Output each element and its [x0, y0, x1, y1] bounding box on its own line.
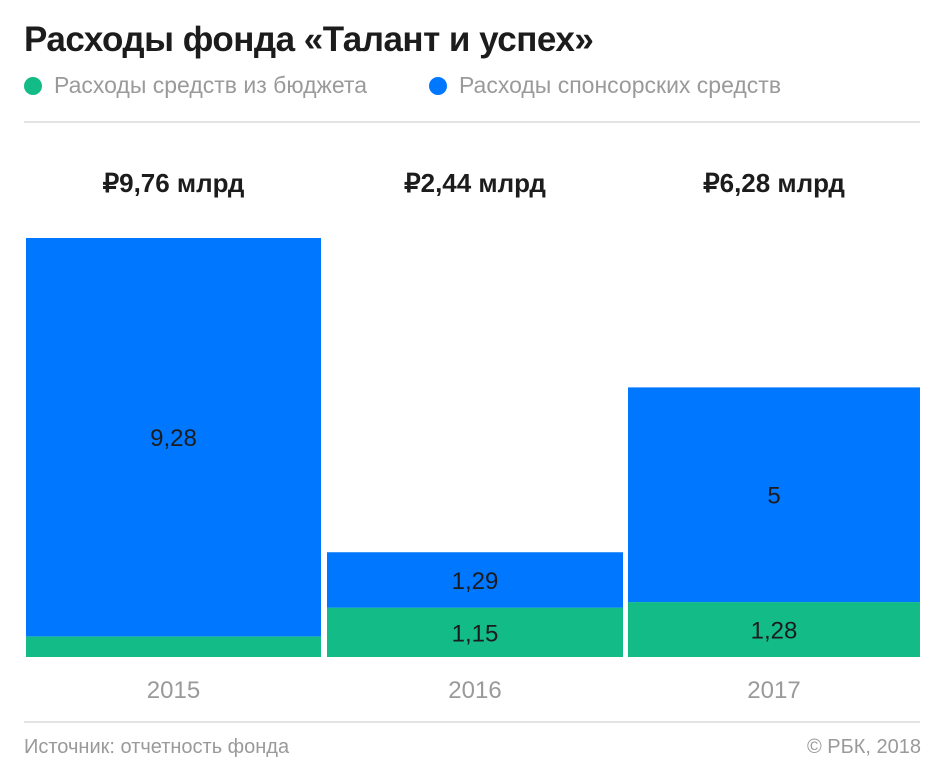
bar-segment-budget-2017 [628, 602, 920, 657]
divider-top [24, 121, 920, 123]
bar-segment-sponsor-2016 [327, 552, 623, 608]
bar-value-label: 1,29 [452, 568, 499, 595]
bar-value-label: 1,28 [751, 618, 798, 645]
source-note: Источник: отчетность фонда [24, 736, 290, 758]
bar-segment-budget-2016 [327, 607, 623, 657]
x-tick-label: 2017 [747, 677, 800, 704]
bar-value-label: 5 [767, 483, 780, 510]
divider-bottom [24, 721, 920, 723]
legend: Расходы средств из бюджета Расходы спонс… [24, 72, 781, 99]
bar-total-label: ₽2,44 млрд [404, 168, 546, 198]
chart-title: Расходы фонда «Талант и успех» [24, 20, 594, 59]
bar-segment-budget-2015 [26, 636, 321, 657]
bar-segment-sponsor-2015 [26, 238, 321, 637]
legend-item-budget: Расходы средств из бюджета [24, 72, 367, 99]
bar-value-label: 1,15 [452, 620, 499, 647]
bar-total-label: ₽9,76 млрд [103, 168, 245, 198]
bar-value-label: 9,28 [150, 425, 197, 452]
bar-segment-sponsor-2017 [628, 387, 920, 603]
legend-item-sponsor: Расходы спонсорских средств [428, 72, 782, 99]
x-tick-label: 2016 [448, 677, 501, 704]
bar-total-label: ₽6,28 млрд [703, 168, 845, 198]
legend-label: Расходы спонсорских средств [458, 72, 782, 98]
green-dot-icon [24, 76, 42, 95]
x-tick-label: 2015 [147, 677, 200, 704]
legend-label: Расходы средств из бюджета [54, 72, 367, 98]
blue-dot-icon [428, 76, 447, 95]
copyright: © РБК, 2018 [806, 736, 921, 758]
